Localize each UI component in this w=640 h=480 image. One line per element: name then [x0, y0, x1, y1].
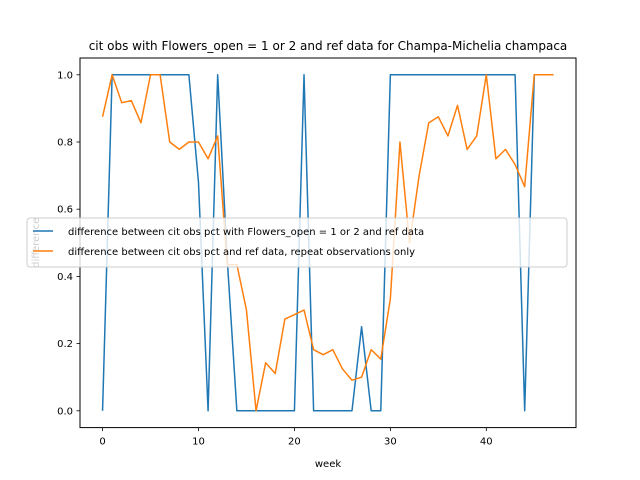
y-axis-ticks: 0.0 0.2 0.4 0.6 0.8 1.0 — [57, 70, 80, 417]
x-axis-ticks: 0 10 20 30 40 — [99, 427, 493, 448]
y-tick-label: 0.2 — [57, 339, 73, 350]
y-tick-label: 1.0 — [57, 70, 73, 81]
series-line-1 — [101, 74, 554, 412]
legend-label-series-1: difference between cit obs pct with Flow… — [68, 227, 424, 238]
x-tick-label: 20 — [288, 437, 301, 448]
x-tick-label: 30 — [384, 437, 397, 448]
legend-box — [26, 217, 568, 268]
series-line-2 — [101, 74, 554, 412]
y-tick-label: 0.8 — [57, 138, 73, 149]
x-tick-label: 40 — [480, 437, 493, 448]
legend-label-series-2: difference between cit obs pct and ref d… — [68, 247, 415, 258]
series-lines — [101, 74, 554, 412]
x-tick-label: 0 — [99, 437, 105, 448]
x-tick-label: 10 — [192, 437, 205, 448]
y-tick-label: 0.6 — [57, 205, 73, 216]
chart-title: cit obs with Flowers_open = 1 or 2 and r… — [89, 39, 568, 53]
x-axis-label: week — [315, 459, 341, 470]
y-tick-label: 0.4 — [57, 272, 73, 283]
y-tick-label: 0.0 — [57, 406, 73, 417]
legend: difference between cit obs pct with Flow… — [26, 217, 568, 268]
